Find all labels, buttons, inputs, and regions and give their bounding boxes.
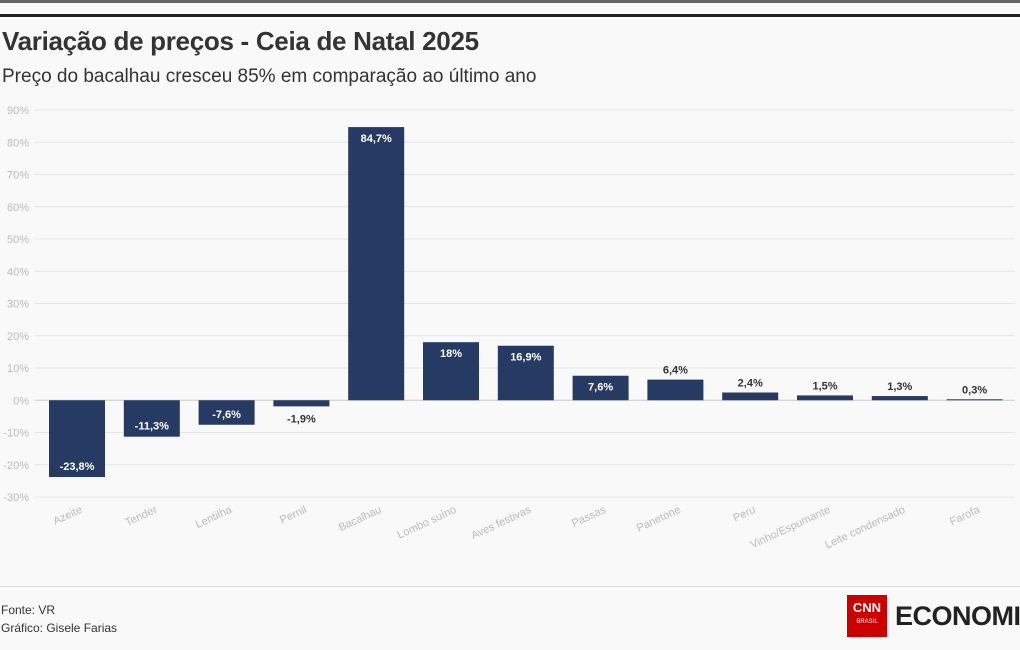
data-label: -23,8% <box>60 461 95 473</box>
y-tick-label: 70% <box>7 170 29 182</box>
x-tick-label: Leite condensado <box>823 504 907 552</box>
cnn-logo: CNN BRASIL <box>847 595 887 637</box>
bar <box>946 399 1003 401</box>
x-tick-label: Peru <box>731 504 757 525</box>
data-label: 0,3% <box>962 384 987 396</box>
bar <box>198 400 255 425</box>
y-tick-label: -20% <box>3 460 29 472</box>
x-tick-label: Bacalhau <box>337 504 384 534</box>
y-tick-label: 0% <box>13 395 29 407</box>
y-tick-label: 80% <box>7 137 29 149</box>
y-tick-label: 20% <box>7 331 29 343</box>
data-label: 1,3% <box>887 381 912 393</box>
chart-subtitle: Preço do bacalhau cresceu 85% em compara… <box>2 66 537 87</box>
bar <box>722 392 779 401</box>
data-label: 16,9% <box>510 352 541 364</box>
data-label: 2,4% <box>738 378 763 390</box>
chart-title: Variação de preços - Ceia de Natal 2025 <box>2 26 479 56</box>
y-tick-label: -30% <box>3 492 29 504</box>
bar <box>497 345 554 401</box>
top-rule <box>0 14 1020 17</box>
data-label: 84,7% <box>361 133 392 145</box>
bar <box>123 400 180 437</box>
y-tick-label: 60% <box>7 202 29 214</box>
bar <box>348 127 405 401</box>
credit-text: Gráfico: Gisele Farias <box>1 621 118 635</box>
data-label: 7,6% <box>588 382 613 394</box>
data-label: -1,9% <box>287 413 316 425</box>
bar <box>572 375 629 401</box>
x-tick-label: Panetone <box>635 504 683 535</box>
top-bar <box>0 0 1020 3</box>
y-tick-label: 30% <box>7 299 29 311</box>
x-tick-label: Lentilha <box>194 503 235 531</box>
x-tick-label: Pernil <box>278 504 309 527</box>
x-tick-label: Farofa <box>948 503 983 528</box>
data-label: 6,4% <box>663 365 688 377</box>
bar <box>797 395 853 401</box>
economia-logo-text: ECONOMIA <box>895 600 1020 631</box>
bar <box>647 379 704 401</box>
data-label: -11,3% <box>135 421 169 433</box>
data-label: 1,5% <box>812 380 837 392</box>
footer-divider <box>0 586 1020 587</box>
y-tick-label: 40% <box>7 266 29 278</box>
x-tick-label: Vinho/Espumante <box>749 504 833 551</box>
x-tick-label: Passas <box>570 504 608 530</box>
x-tick-label: Tender <box>124 504 160 529</box>
x-tick-label: Lombo suíno <box>396 504 459 542</box>
data-label: 18% <box>440 348 462 360</box>
y-tick-label: 90% <box>7 105 29 117</box>
bar <box>49 400 105 478</box>
bar <box>423 342 479 401</box>
x-tick-label: Aves festivas <box>469 504 533 542</box>
bar <box>273 400 330 407</box>
x-tick-label: Azeite <box>51 504 84 528</box>
bar-chart: 90% 80% 70% 60% 50% 40% 30% 20% 10% 0% -10% -20% -30… <box>3 105 1015 552</box>
data-label: -7,6% <box>212 409 241 421</box>
y-tick-label: -10% <box>3 428 29 440</box>
y-tick-label: 50% <box>7 234 29 246</box>
bar <box>871 396 928 401</box>
y-tick-label: 10% <box>7 363 29 375</box>
source-text: Fonte: VR <box>1 603 56 617</box>
footer-credits: Fonte: VR Gráfico: Gisele Farias <box>1 601 117 637</box>
